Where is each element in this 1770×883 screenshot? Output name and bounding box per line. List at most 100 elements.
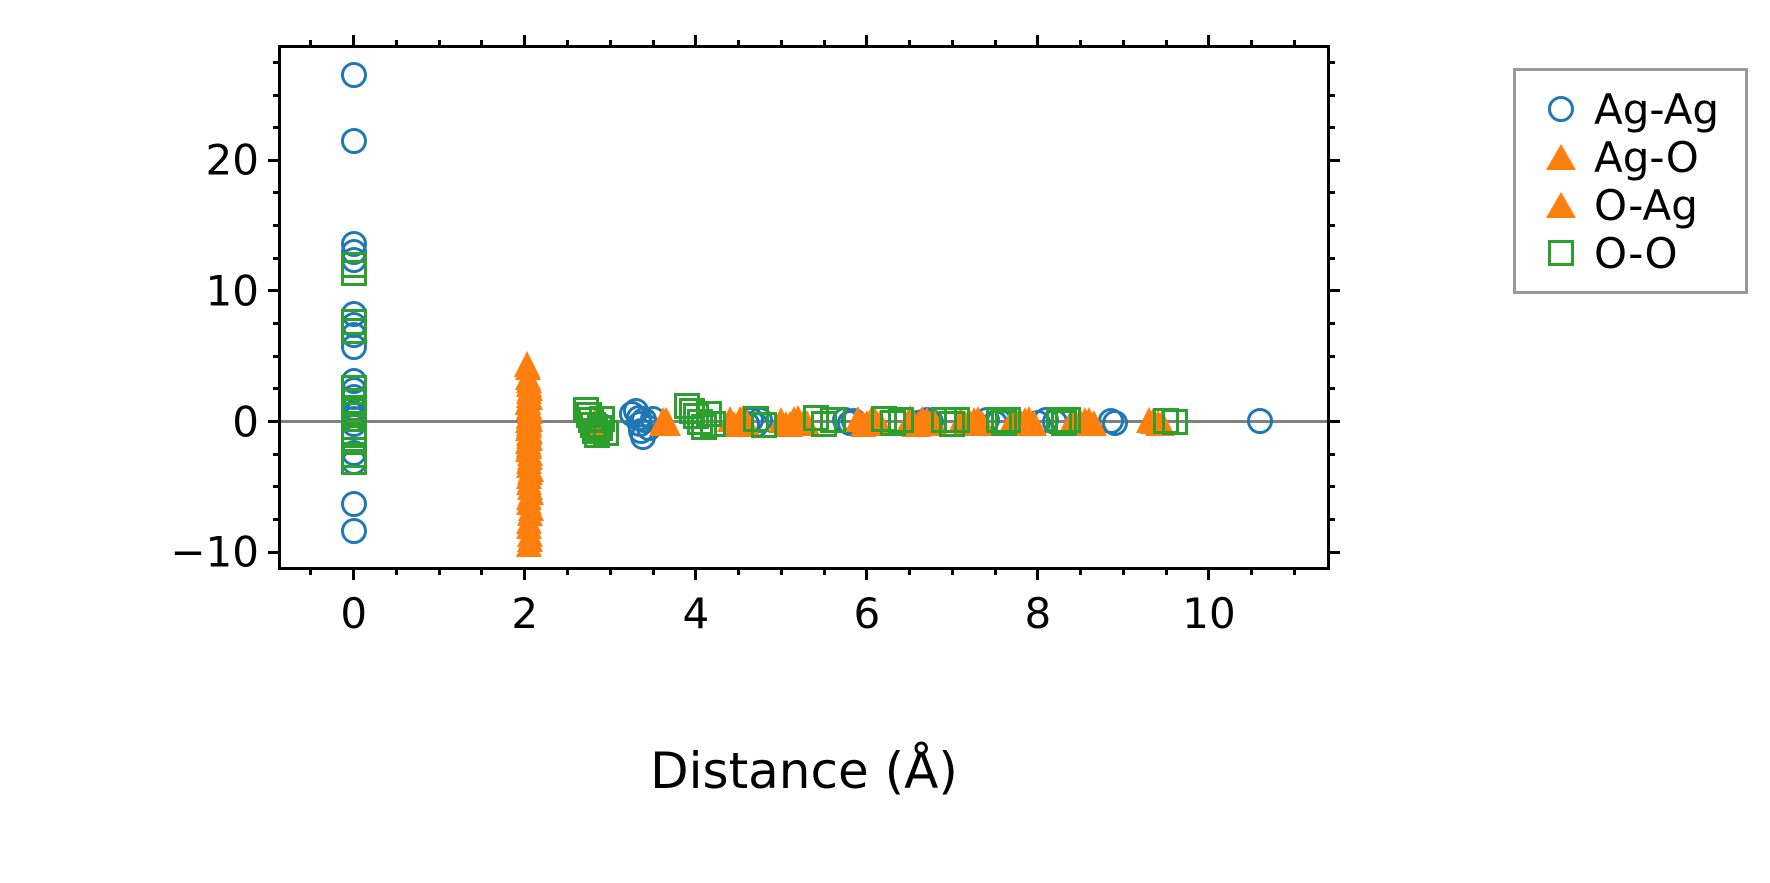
axis-tick: [352, 35, 356, 48]
axis-tick: [1250, 567, 1254, 575]
data-point-ag-ag: [1247, 407, 1274, 434]
data-point-o-o: [340, 429, 367, 456]
x-tick-label: 2: [511, 589, 539, 638]
data-point-o-ag: [1080, 409, 1107, 436]
y-tick-label: 20: [205, 135, 259, 185]
axis-tick: [822, 567, 826, 575]
axis-tick: [268, 550, 281, 554]
y-tick-label: 10: [205, 266, 259, 316]
axis-tick: [273, 191, 281, 195]
data-point-o-o: [340, 318, 367, 345]
axis-tick: [523, 35, 527, 48]
axis-tick: [1327, 256, 1335, 260]
axis-tick: [1207, 35, 1211, 48]
axis-tick: [1327, 452, 1335, 456]
axis-tick: [1327, 420, 1340, 423]
data-point-o-o: [691, 413, 718, 440]
data-point-ag-ag: [340, 62, 367, 89]
axis-tick: [1121, 567, 1125, 575]
legend-item: Ag-O: [1534, 132, 1719, 182]
axis-tick: [1327, 354, 1335, 358]
axis-tick: [268, 420, 281, 423]
data-point-o-o: [939, 410, 966, 437]
axis-tick: [1164, 40, 1168, 48]
data-point-o-o: [588, 405, 615, 432]
x-axis-label: Distance (Å): [650, 742, 958, 800]
axis-tick: [273, 387, 281, 391]
data-point-o-o: [1153, 407, 1180, 434]
axis-tick: [268, 289, 281, 293]
axis-tick: [779, 567, 783, 575]
axis-tick: [694, 35, 698, 48]
data-point-o-o: [802, 404, 829, 431]
data-point-o-o: [1161, 409, 1188, 436]
axis-tick: [950, 40, 954, 48]
axis-tick: [352, 567, 356, 580]
data-point-ag-ag: [340, 334, 367, 361]
axis-tick: [908, 567, 912, 575]
x-tick-label: 10: [1182, 589, 1236, 638]
axis-tick: [950, 567, 954, 575]
axis-tick: [273, 256, 281, 260]
legend-label: Ag-Ag: [1594, 84, 1720, 134]
data-point-o-ag: [1020, 409, 1047, 436]
data-point-o-ag: [516, 526, 543, 553]
y-tick-label: −10: [170, 527, 259, 577]
axis-tick: [651, 40, 655, 48]
data-point-o-o: [593, 420, 619, 447]
axis-tick: [309, 567, 313, 575]
axis-tick: [1079, 567, 1083, 575]
data-point-o-o: [888, 407, 915, 434]
axis-tick: [523, 567, 527, 580]
axis-tick: [1036, 567, 1040, 580]
axis-tick: [694, 567, 698, 580]
legend-marker-square-icon: [1534, 240, 1588, 266]
data-point-o-o: [699, 411, 726, 438]
axis-tick: [394, 567, 398, 575]
data-point-o-o: [870, 405, 897, 432]
axis-tick: [1327, 387, 1335, 391]
axis-tick: [1327, 158, 1340, 162]
legend-label: O-O: [1594, 228, 1678, 278]
axis-tick: [480, 567, 484, 575]
x-tick-label: 4: [682, 589, 710, 638]
data-point-o-o: [994, 406, 1021, 433]
axis-tick: [1207, 567, 1211, 580]
axis-tick: [566, 567, 570, 575]
legend-marker-triangle-icon: [1534, 144, 1588, 170]
data-point-o-o: [340, 259, 367, 286]
data-point-o-o: [819, 406, 846, 433]
data-point-o-o: [943, 406, 970, 433]
data-point-ag-ag: [340, 490, 367, 517]
axis-tick: [273, 517, 281, 521]
axis-tick: [1164, 567, 1168, 575]
axis-tick: [1327, 289, 1340, 293]
axis-tick: [1250, 40, 1254, 48]
legend-item: Ag-Ag: [1534, 84, 1720, 134]
axis-tick: [737, 40, 741, 48]
data-point-o-o: [811, 411, 838, 438]
data-point-ag-ag: [340, 518, 367, 545]
legend-label: Ag-O: [1594, 132, 1699, 182]
legend-marker-triangle-icon: [1534, 192, 1588, 218]
axis-tick: [1327, 517, 1335, 521]
axis-tick: [394, 40, 398, 48]
axis-tick: [993, 567, 997, 575]
legend-marker-circle-icon: [1534, 96, 1588, 122]
axis-tick: [1036, 35, 1040, 48]
axis-tick: [822, 40, 826, 48]
axis-tick: [1121, 40, 1125, 48]
axis-tick: [273, 485, 281, 489]
axis-tick: [779, 40, 783, 48]
axis-tick: [993, 40, 997, 48]
data-point-ag-ag: [340, 127, 367, 154]
axis-tick: [1327, 93, 1335, 97]
axis-tick: [608, 40, 612, 48]
axis-tick: [865, 35, 869, 48]
data-point-o-o: [879, 410, 906, 437]
x-tick-label: 8: [1024, 589, 1052, 638]
data-point-o-o: [340, 374, 367, 401]
axis-tick: [1327, 224, 1335, 228]
axis-tick: [1327, 322, 1335, 326]
